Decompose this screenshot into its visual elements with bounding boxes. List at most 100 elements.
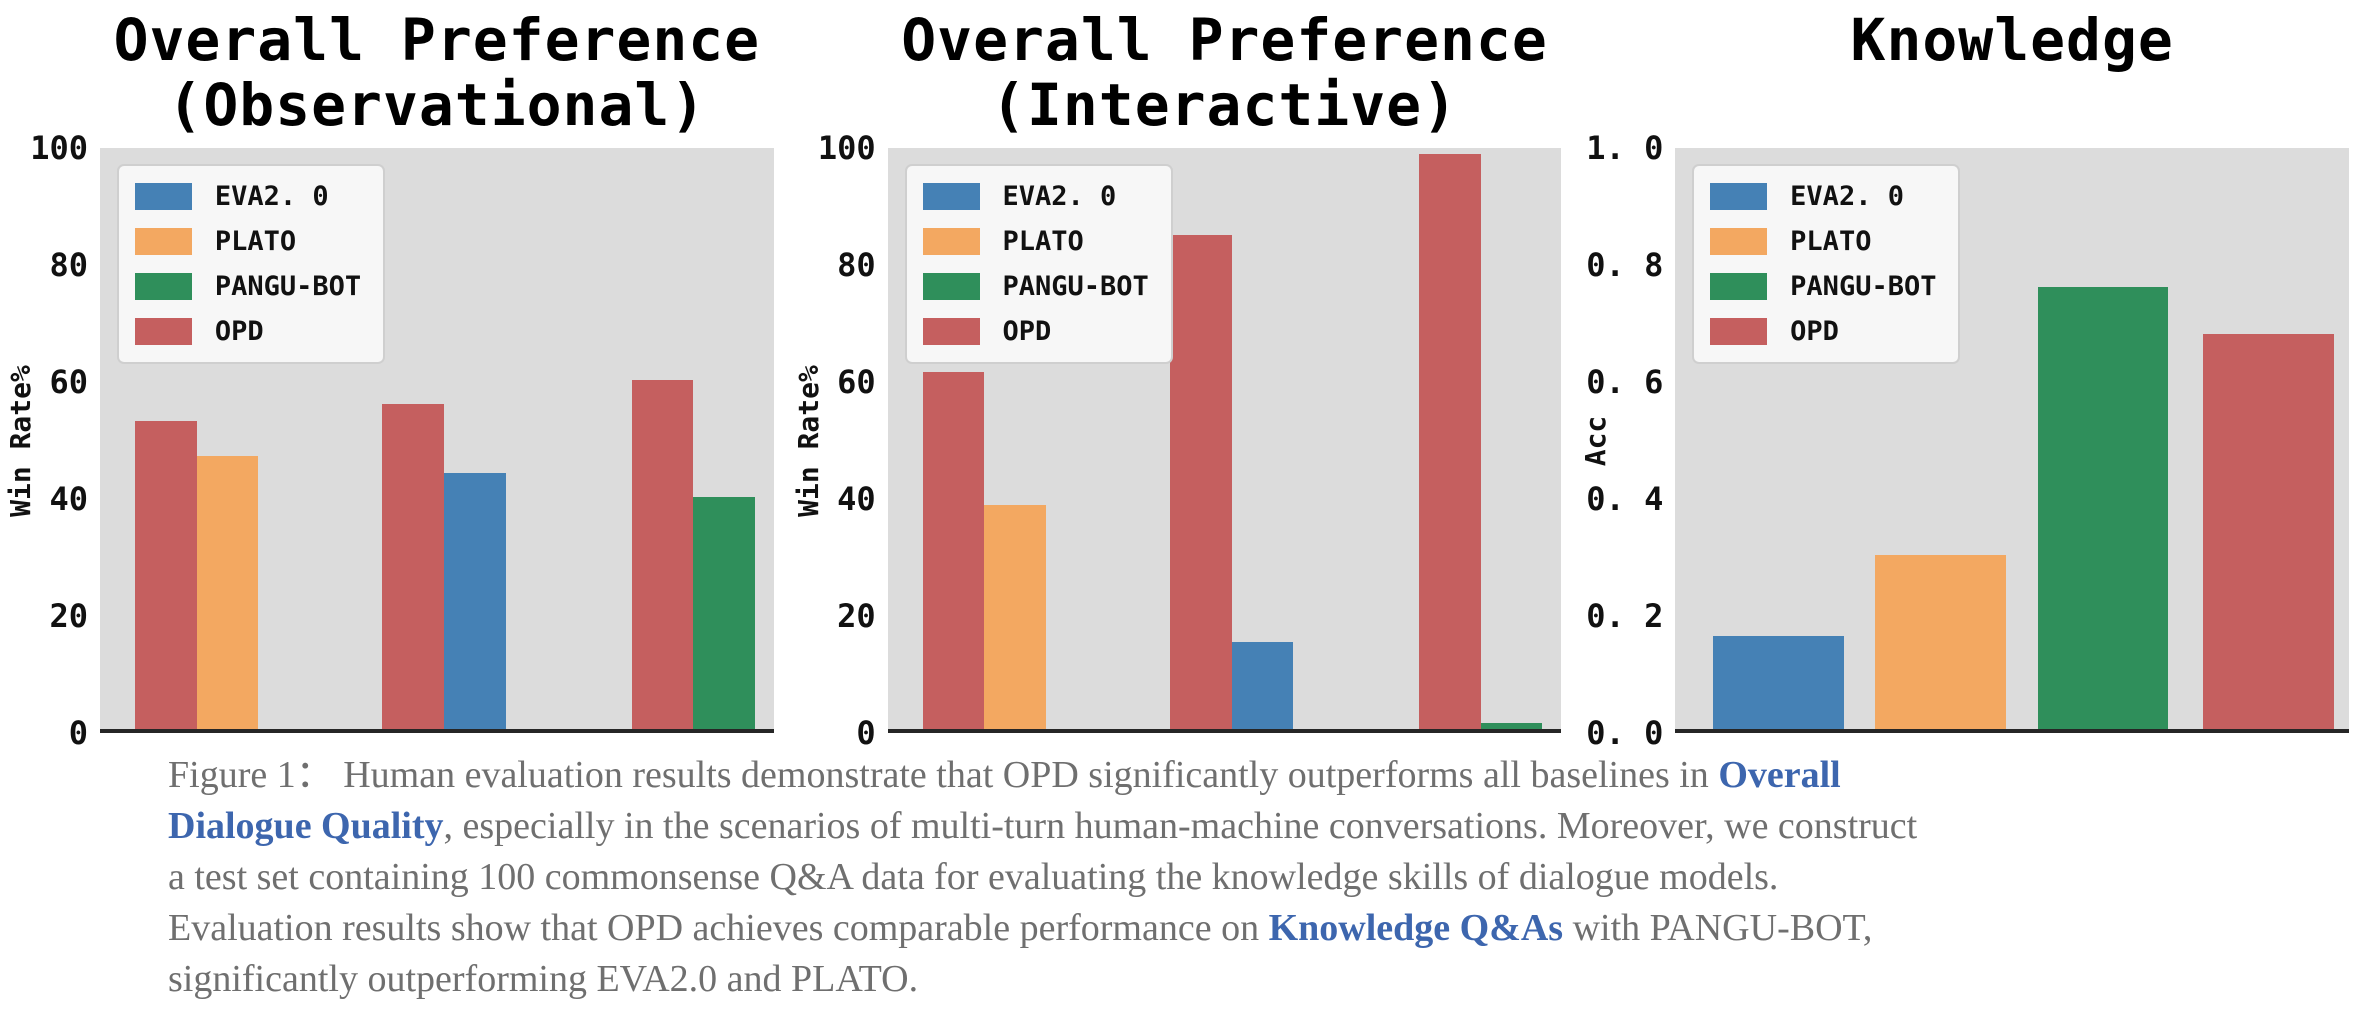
- caption-line: a test set containing 100 commonsense Q&…: [168, 852, 2318, 903]
- legend-entry: PANGU-BOT: [134, 271, 362, 303]
- legend-entry: EVA2. 0: [1710, 181, 1936, 212]
- y-tick: 60: [837, 363, 876, 401]
- plot-area: EVA2. 0 PLATO PANGU-BOT OPD: [1675, 148, 2350, 733]
- bar-pangu-bot: [1480, 723, 1543, 729]
- legend-label: PANGU-BOT: [214, 271, 362, 303]
- bar-opd: [382, 403, 444, 729]
- caption-text: a test set containing 100 commonsense Q&…: [168, 856, 1779, 898]
- caption-line: Dialogue Quality, especially in the scen…: [168, 801, 2318, 852]
- legend-label: PANGU-BOT: [1002, 271, 1149, 303]
- caption-text: , especially in the scenarios of multi-t…: [443, 805, 1918, 847]
- y-axis-label: Win Rate%: [4, 364, 37, 517]
- legend-label: OPD: [214, 316, 264, 348]
- bar-plato: [1875, 554, 2007, 729]
- y-tick: 60: [49, 363, 88, 401]
- caption-text: Figure 1： Human evaluation results demon…: [168, 754, 1719, 796]
- chart-body: Acc 1. 0 0. 8 0. 6 0. 4 0. 2 0. 0 EVA2. …: [1575, 129, 2363, 752]
- figure-caption: Figure 1： Human evaluation results demon…: [168, 750, 2318, 1005]
- bar-plato: [984, 505, 1046, 729]
- legend-swatch-plato: [134, 228, 192, 256]
- plot-area: EVA2. 0 PLATO PANGU-BOT OPD: [887, 148, 1562, 733]
- legend-entry: PLATO: [922, 226, 1149, 258]
- y-tick: 100: [30, 129, 88, 167]
- y-tick: 0. 6: [1586, 363, 1664, 401]
- y-axis: Win Rate% 100 80 60 40 20 0: [0, 129, 100, 752]
- caption-emphasis: Dialogue Quality: [168, 805, 444, 847]
- legend-entry: PLATO: [134, 226, 361, 258]
- legend-entry: OPD: [134, 316, 361, 348]
- y-tick: 80: [837, 246, 876, 284]
- legend-entry: PLATO: [1710, 226, 1936, 257]
- chart-body: Win Rate% 100 80 60 40 20 0 EVA2. 0: [0, 129, 788, 752]
- caption-line: significantly outperforming EVA2.0 and P…: [168, 954, 2318, 1005]
- legend-swatch-pangu-bot: [922, 273, 980, 301]
- caption-text: Evaluation results show that OPD achieve…: [168, 907, 1269, 949]
- legend-label: PLATO: [1002, 226, 1084, 258]
- legend-swatch-pangu-bot: [134, 273, 192, 301]
- legend-label: EVA2. 0: [214, 181, 329, 213]
- y-axis-label: Win Rate%: [791, 364, 825, 517]
- chart-title: Overall Preference (Observational): [113, 6, 761, 139]
- bar-opd: [1169, 235, 1232, 729]
- legend-label: PANGU-BOT: [1790, 271, 1937, 303]
- caption-emphasis: Knowledge Q&As: [1268, 907, 1564, 949]
- legend-label: EVA2. 0: [1002, 181, 1117, 213]
- chart-knowledge: Knowledge Acc 1. 0 0. 8 0. 6 0. 4 0. 2 0…: [1575, 0, 2363, 752]
- caption-line: Figure 1： Human evaluation results demon…: [168, 750, 2318, 801]
- legend-swatch-opd: [134, 318, 192, 346]
- bar-opd: [922, 371, 985, 729]
- y-tick: 20: [837, 597, 876, 635]
- legend: EVA2. 0 PLATO PANGU-BOT OPD: [1692, 164, 1961, 365]
- legend-swatch-opd: [1710, 318, 1768, 346]
- y-axis-label: Acc: [1579, 415, 1613, 466]
- legend-entry: OPD: [1710, 316, 1936, 347]
- bar-opd: [2202, 333, 2334, 729]
- y-axis: Win Rate% 100 80 60 40 20 0: [788, 129, 888, 752]
- legend-label: OPD: [1002, 316, 1052, 348]
- y-tick: 20: [49, 597, 88, 635]
- caption-emphasis: Overall: [1718, 754, 1841, 796]
- legend-swatch-eva2-0: [134, 183, 192, 211]
- chart-overall-preference-observational: Overall Preference (Observational) Win R…: [0, 0, 788, 752]
- legend-swatch-plato: [1710, 228, 1768, 256]
- legend-label: OPD: [1790, 316, 1839, 348]
- bar-pangu-bot: [693, 496, 755, 729]
- legend-label: PLATO: [214, 226, 297, 258]
- y-tick: 0: [856, 714, 876, 752]
- bar-opd: [631, 380, 694, 729]
- y-tick: 40: [49, 480, 88, 518]
- bar-plato: [196, 455, 259, 729]
- legend-entry: PANGU-BOT: [1710, 271, 1936, 302]
- caption-line: Evaluation results show that OPD achieve…: [168, 903, 2318, 954]
- y-tick: 1. 0: [1586, 129, 1664, 167]
- chart-title: Overall Preference (Interactive): [901, 6, 1548, 139]
- y-tick: 0. 4: [1586, 480, 1664, 518]
- legend-entry: PANGU-BOT: [922, 271, 1149, 303]
- bar-opd: [135, 421, 197, 729]
- legend-swatch-eva2-0: [922, 183, 980, 211]
- bar-eva2-0: [443, 473, 506, 729]
- y-tick: 0. 2: [1586, 597, 1664, 635]
- chart-body: Win Rate% 100 80 60 40 20 0 EVA2. 0: [788, 129, 1576, 752]
- legend-label: PLATO: [1790, 226, 1872, 258]
- legend-entry: EVA2. 0: [134, 181, 361, 213]
- legend-swatch-plato: [922, 228, 980, 256]
- y-tick: 0: [68, 714, 88, 752]
- y-tick: 40: [837, 480, 876, 518]
- legend: EVA2. 0 PLATO PANGU-BOT OPD: [116, 164, 386, 365]
- legend-label: EVA2. 0: [1790, 181, 1904, 213]
- legend-swatch-eva2-0: [1710, 183, 1768, 211]
- caption-text: significantly outperforming EVA2.0 and P…: [168, 958, 919, 1000]
- caption-text: with PANGU-BOT,: [1563, 907, 1873, 949]
- bar-opd: [1419, 153, 1481, 729]
- legend-swatch-opd: [922, 318, 980, 346]
- legend-swatch-pangu-bot: [1710, 273, 1768, 301]
- y-tick: 0. 8: [1586, 246, 1664, 284]
- y-tick: 100: [817, 129, 876, 167]
- bar-eva2-0: [1231, 641, 1294, 729]
- y-axis: Acc 1. 0 0. 8 0. 6 0. 4 0. 2 0. 0: [1575, 129, 1675, 752]
- legend-entry: OPD: [922, 316, 1149, 348]
- bar-eva2-0: [1713, 636, 1844, 729]
- bar-pangu-bot: [2037, 287, 2169, 729]
